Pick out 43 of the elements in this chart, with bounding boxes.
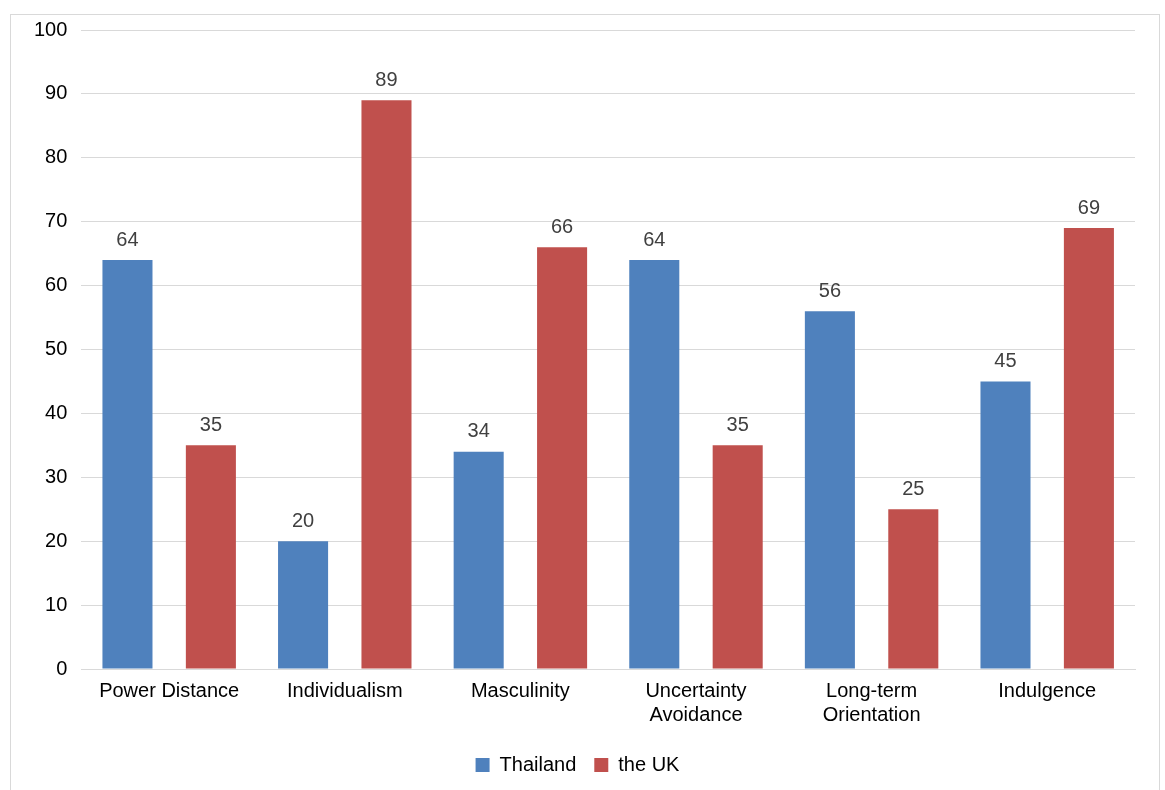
data-label: 64 <box>643 227 666 250</box>
data-label: 20 <box>291 508 315 531</box>
data-label: 66 <box>550 214 574 237</box>
y-tick-label: 10 <box>45 592 68 615</box>
y-tick-label: 100 <box>33 17 68 40</box>
bar <box>537 247 588 669</box>
legend-label: Thailand <box>499 752 577 775</box>
bar <box>1063 228 1114 669</box>
data-label: 35 <box>199 412 222 435</box>
data-label: 35 <box>726 412 749 435</box>
y-tick-label: 40 <box>45 400 68 423</box>
bar <box>361 100 412 669</box>
bar <box>453 451 504 669</box>
bar <box>980 381 1031 669</box>
x-tick-label: Masculinity <box>470 678 570 701</box>
x-tick-label: Individualism <box>286 678 403 701</box>
x-tick-label: Indulgence <box>998 678 1097 701</box>
y-tick-label: 50 <box>45 337 68 360</box>
bar <box>102 260 153 669</box>
data-label: 69 <box>1077 195 1101 218</box>
y-tick-label: 70 <box>45 209 68 232</box>
bar <box>629 260 680 669</box>
data-label: 45 <box>994 348 1017 371</box>
data-label: 89 <box>375 67 398 90</box>
x-tick-label: Long-term Orientation <box>822 678 921 725</box>
x-tick-label: Power Distance <box>99 678 240 701</box>
data-label: 64 <box>116 227 139 250</box>
legend-label: the UK <box>618 752 681 775</box>
bar <box>278 541 329 669</box>
y-tick-label: 80 <box>45 145 68 168</box>
y-tick-label: 20 <box>45 528 68 551</box>
y-tick-label: 30 <box>45 464 68 487</box>
y-tick-label: 0 <box>56 656 68 679</box>
x-tick-label: Uncertainty Avoidance <box>645 678 747 725</box>
data-label: 56 <box>818 278 842 301</box>
bar <box>712 445 763 669</box>
y-tick-label: 60 <box>45 273 68 296</box>
data-label: 34 <box>467 419 490 442</box>
bar <box>888 509 939 669</box>
data-label: 25 <box>902 476 925 499</box>
bar <box>804 311 855 669</box>
bar <box>185 445 236 669</box>
y-tick-label: 90 <box>45 81 68 104</box>
